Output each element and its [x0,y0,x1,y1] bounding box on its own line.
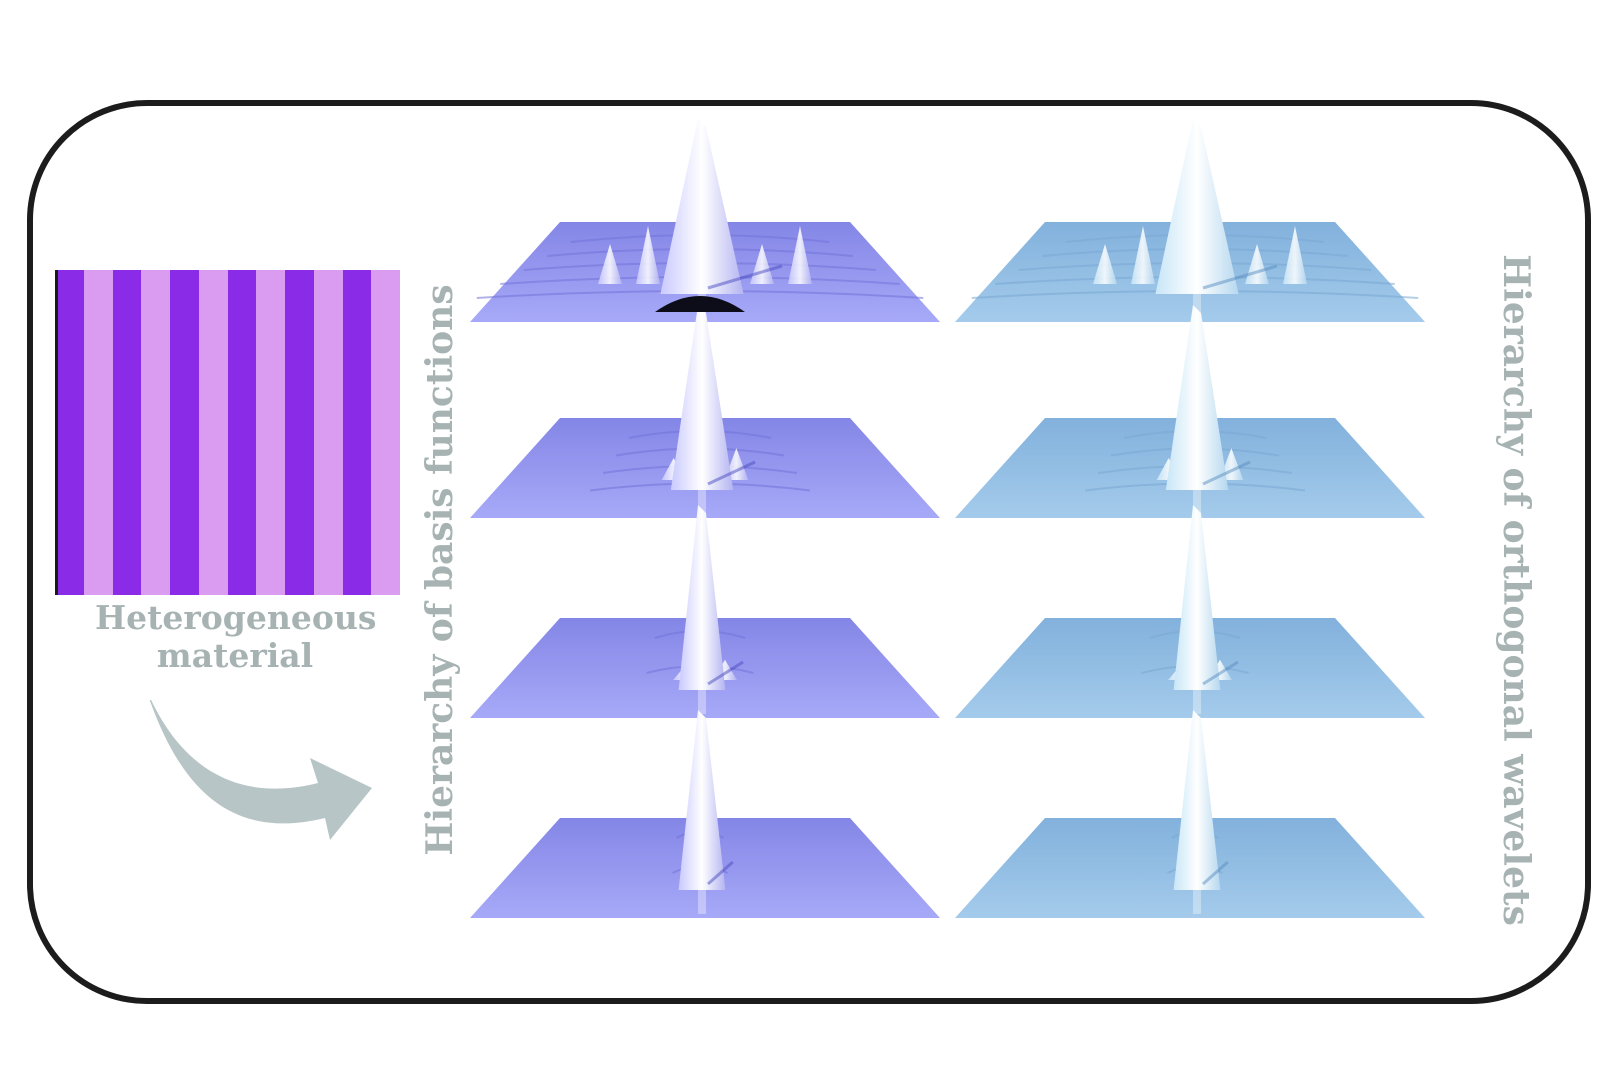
wavelet-peak-reflection [1193,294,1201,318]
basis-peak-level-3 [678,505,726,690]
material-stripe [83,270,113,595]
wavelet-bump [1131,226,1155,284]
basis-bump [636,226,660,284]
material-stripe [256,270,285,595]
material-stripe [371,270,400,595]
wavelet-shadow [1202,860,1229,886]
material-stripe [170,270,199,595]
heterogeneous-material-stripes [55,270,400,595]
wavelet-peak-reflection [1193,690,1201,714]
basis-shadow [707,860,734,886]
material-caption-line2: material [156,636,314,675]
curved-arrow-icon [149,700,372,840]
wavelet-peak-level-3 [1173,505,1221,690]
wavelet-bump [1283,226,1307,284]
material-stripe [313,270,343,595]
basis-shadow [707,264,783,290]
basis-peak-reflection [698,890,706,914]
material-edge [55,270,58,595]
wavelet-shadow [1202,660,1239,686]
material-caption-line1: Heterogeneous [95,598,377,637]
material-stripe [141,270,170,595]
material-stripe [342,270,372,595]
basis-peak-level-4 [678,710,726,890]
wavelet-peak-reflection [1193,490,1201,514]
wavelet-peak-level-1 [1155,119,1239,294]
basis-peak-reflection [698,490,706,514]
basis-bump [788,226,812,284]
basis-shadow [707,660,744,686]
wavelet-peak-level-2 [1165,305,1229,490]
wavelet-peak-reflection [1193,890,1201,914]
basis-peak-reflection [698,690,706,714]
material-stripe [55,270,84,595]
basis-peak-level-1 [660,119,744,294]
material-stripe [198,270,228,595]
material-stripe [112,270,142,595]
rounded-frame [27,100,1591,1004]
wavelet-shadow [1202,264,1278,290]
basis-bump [598,244,622,284]
wavelet-peak-level-4 [1173,710,1221,890]
basis-level-1-dark-dip [655,296,745,312]
wavelet-bump [1093,244,1117,284]
material-stripe [285,270,314,595]
wavelet-shadow [1202,460,1251,486]
material-stripe [227,270,257,595]
basis-shadow [707,460,756,486]
basis-peak-level-2 [670,305,734,490]
